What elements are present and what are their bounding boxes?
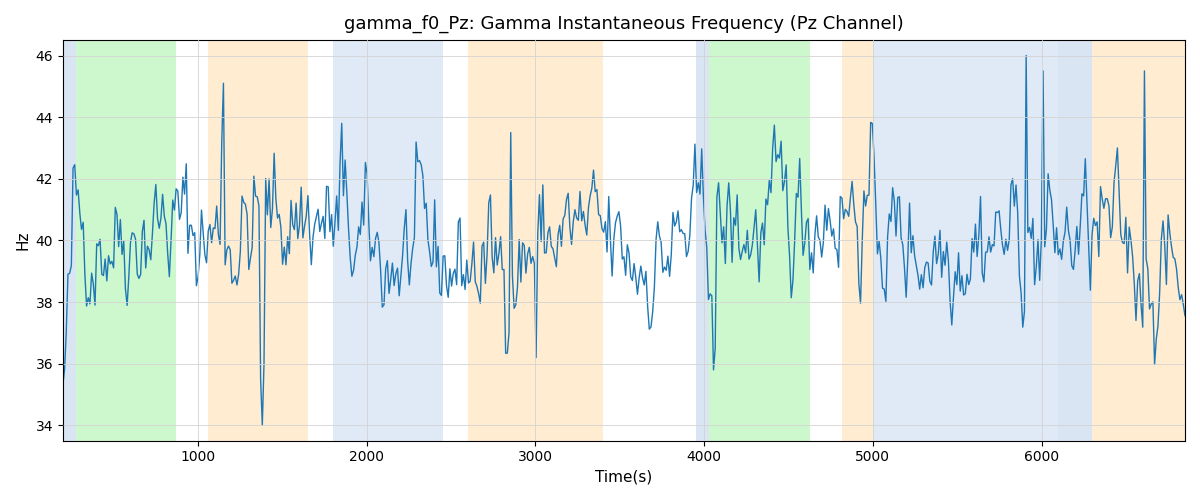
- Bar: [468, 40, 602, 440]
- Bar: [709, 40, 810, 440]
- Bar: [62, 40, 77, 440]
- Bar: [1058, 40, 1092, 440]
- Bar: [696, 40, 709, 440]
- Bar: [1092, 40, 1186, 440]
- Bar: [842, 40, 872, 440]
- Bar: [332, 40, 443, 440]
- Bar: [208, 40, 307, 440]
- X-axis label: Time(s): Time(s): [595, 470, 653, 485]
- Y-axis label: Hz: Hz: [16, 230, 30, 250]
- Title: gamma_f0_Pz: Gamma Instantaneous Frequency (Pz Channel): gamma_f0_Pz: Gamma Instantaneous Frequen…: [344, 15, 904, 34]
- Bar: [872, 40, 1058, 440]
- Bar: [77, 40, 176, 440]
